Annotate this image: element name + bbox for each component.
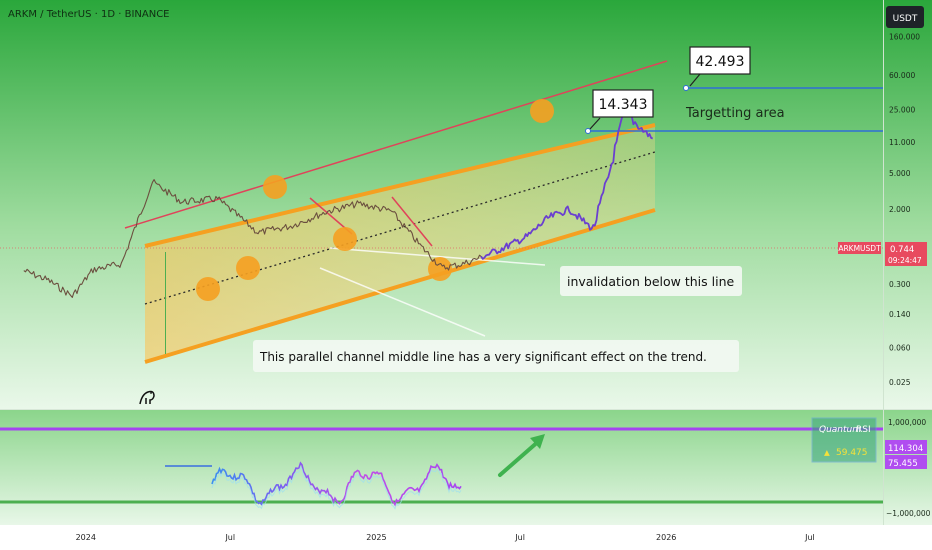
time-tick-label: Jul: [224, 533, 235, 542]
price-tick-label: 25.000: [889, 106, 915, 115]
rsi-value: 59.475: [836, 448, 868, 458]
resistance-line[interactable]: [124, 60, 668, 229]
target-low-label: 14.343: [599, 97, 648, 113]
price-countdown: 09:24:47: [888, 256, 922, 265]
targeting-note: Targetting area: [685, 106, 785, 121]
price-line-historical[interactable]: [23, 179, 484, 298]
touch-marker-6: [530, 99, 554, 123]
target-high-anchor: [683, 85, 689, 91]
touch-marker-1: [196, 277, 220, 301]
rsi-up-triangle-icon: ▲: [824, 448, 830, 457]
symbol-title[interactable]: ARKM / TetherUS · 1D · BINANCE: [8, 9, 170, 20]
target-high-label: 42.493: [696, 54, 745, 70]
currency-label: USDT: [893, 14, 918, 24]
price-tick-label: 160.000: [889, 32, 920, 41]
midline-note: This parallel channel middle line has a …: [259, 350, 707, 364]
price-tick-label: 0.140: [889, 310, 911, 319]
time-axis-background: [0, 525, 932, 550]
touch-marker-5: [428, 257, 452, 281]
invalidation-note-box: [560, 266, 742, 296]
last-price-badge: 0.744 09:24:47: [885, 242, 927, 266]
rsi-badge-2: 75.455: [888, 459, 918, 469]
touch-marker-4: [333, 227, 357, 251]
price-tick-label: 2.000: [889, 205, 911, 214]
invalidation-note: invalidation below this line: [567, 274, 735, 289]
price-tick-label: 0.300: [889, 280, 911, 289]
rsi-name: RSI: [856, 425, 871, 435]
rsi-badge-1: 114.304: [888, 444, 923, 454]
channel-middle-line[interactable]: [144, 151, 656, 305]
target-high-callout[interactable]: 42.493: [689, 46, 751, 87]
rsi-line[interactable]: [211, 461, 462, 507]
channel-upper-line[interactable]: [144, 123, 656, 248]
time-tick-label: 2024: [76, 533, 96, 542]
rsi-series-group: [165, 461, 462, 510]
ticker-label: ARKMUSDT: [838, 244, 881, 253]
time-tick-label: 2025: [366, 533, 386, 542]
downtrend-segment-2: [391, 196, 433, 247]
target-low-anchor: [585, 128, 591, 134]
channel-lower-line[interactable]: [144, 208, 656, 364]
price-tick-label: 0.060: [889, 343, 911, 352]
rsi-pane-background: [0, 410, 932, 525]
rsi-name-italic: Quantum: [819, 425, 861, 435]
time-tick-label: 2026: [656, 533, 676, 542]
price-tick-label: 11.000: [889, 138, 915, 147]
rsi-arrow-head-icon: [530, 434, 545, 449]
rsi-value-badges: 114.304 75.455: [885, 440, 927, 469]
target-low-callout[interactable]: 14.343: [589, 89, 654, 130]
midline-pointer: [319, 267, 486, 337]
time-tick-label: Jul: [804, 533, 815, 542]
time-axis[interactable]: 2024 Jul 2025 Jul 2026 Jul: [76, 533, 815, 542]
rsi-signal-line: [211, 465, 462, 510]
invalidation-pointer: [329, 247, 546, 266]
currency-button[interactable]: USDT: [886, 6, 924, 28]
price-tick-label: 60.000: [889, 71, 915, 80]
rsi-arrow-shaft: [498, 438, 542, 477]
midline-note-box: [253, 340, 739, 372]
rsi-axis-bottom: −1,000,000: [886, 509, 931, 518]
touch-marker-3: [263, 175, 287, 199]
price-tick-label: 5.000: [889, 169, 911, 178]
parallel-channel-fill: [145, 125, 655, 362]
rsi-legend[interactable]: Quantum RSI ▲ 59.475: [811, 417, 877, 463]
last-price: 0.744: [890, 245, 914, 255]
time-tick-label: Jul: [514, 533, 525, 542]
touch-marker-2: [236, 256, 260, 280]
price-axis[interactable]: 160.000 60.000 25.000 11.000 5.000 2.000 0.300…: [889, 32, 920, 387]
tradingview-logo-icon[interactable]: [139, 390, 155, 405]
ticker-badge: ARKMUSDT: [838, 242, 881, 254]
price-tick-label: 0.025: [889, 378, 911, 387]
rsi-axis-top: 1,000,000: [888, 418, 926, 427]
